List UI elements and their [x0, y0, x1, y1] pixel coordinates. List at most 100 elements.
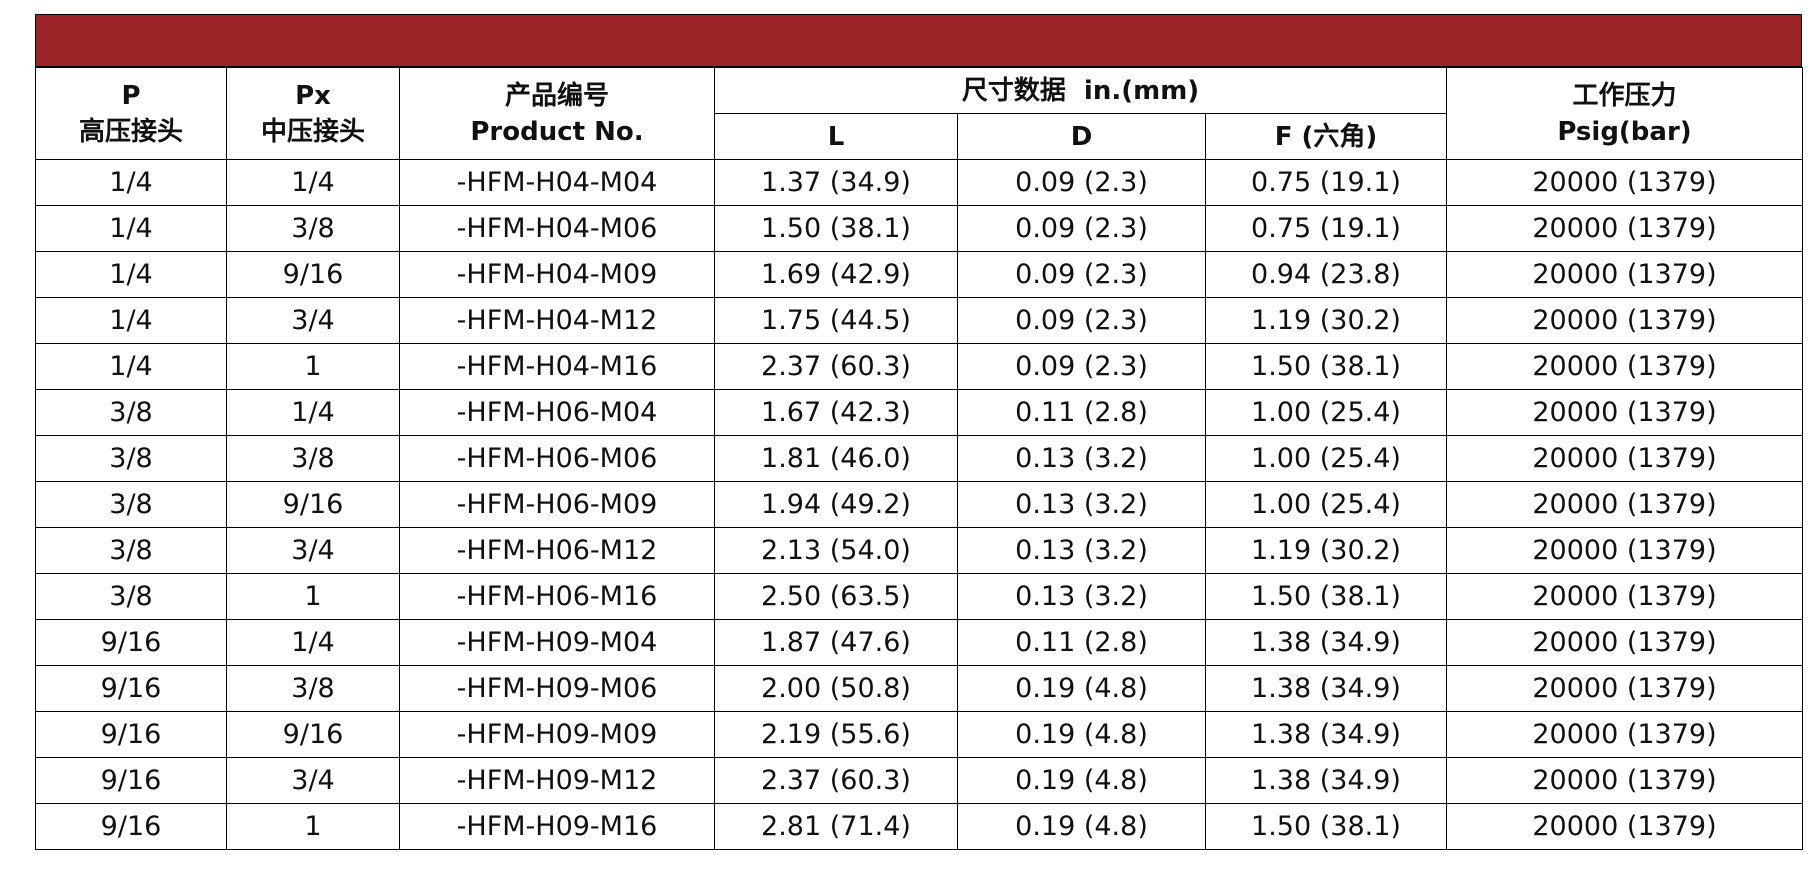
- table-cell: 3/8: [35, 435, 227, 482]
- table-row: 3/8 1/4 -HFM-H06-M04 1.67 (42.3) 0.11 (2.8) 1…: [35, 389, 1803, 436]
- table-cell: 2.50 (63.5): [714, 573, 958, 620]
- table-cell: 3/8: [226, 205, 400, 252]
- table-cell: 20000 (1379): [1446, 251, 1803, 298]
- table-cell: 1/4: [226, 619, 400, 666]
- table-row: 1/4 3/4 -HFM-H04-M12 1.75 (44.5) 0.09 (2.3) 1…: [35, 297, 1803, 344]
- table-cell: 9/16: [35, 619, 227, 666]
- table-cell: 0.19 (4.8): [957, 711, 1206, 758]
- table-row: 9/16 1 -HFM-H09-M16 2.81 (71.4) 0.19 (4.8) 1.…: [35, 803, 1803, 850]
- table-cell: 0.09 (2.3): [957, 297, 1206, 344]
- table-cell: 1.19 (30.2): [1205, 297, 1447, 344]
- table-cell: 1/4: [35, 297, 227, 344]
- table-cell: 1.38 (34.9): [1205, 619, 1447, 666]
- table-cell: -HFM-H09-M12: [399, 757, 715, 804]
- table-cell: 20000 (1379): [1446, 159, 1803, 206]
- dimension-column-header: L: [714, 113, 958, 160]
- table-cell: 9/16: [226, 711, 400, 758]
- table-cell: 1.50 (38.1): [714, 205, 958, 252]
- table-cell: 0.09 (2.3): [957, 159, 1206, 206]
- product-no-header: 产品编号 Product No.: [399, 67, 715, 160]
- table-cell: 0.19 (4.8): [957, 757, 1206, 804]
- table-cell: 9/16: [226, 251, 400, 298]
- table-cell: 0.11 (2.8): [957, 619, 1206, 666]
- table-cell: -HFM-H04-M06: [399, 205, 715, 252]
- table-cell: 0.13 (3.2): [957, 573, 1206, 620]
- p-header-line: 高压接头: [78, 116, 183, 147]
- table-cell: -HFM-H06-M04: [399, 389, 715, 436]
- product-no-header-line: Product No.: [470, 116, 644, 147]
- table-row: 9/16 3/8 -HFM-H09-M06 2.00 (50.8) 0.19 (4.8)…: [35, 665, 1803, 712]
- spec-table-container: P 高压接头 Px 中压接头 产品编号 Product No. 尺寸数据 in.(mm) 工作…: [35, 14, 1803, 850]
- table-cell: 20000 (1379): [1446, 481, 1803, 528]
- table-cell: 0.19 (4.8): [957, 803, 1206, 850]
- table-cell: 3/8: [35, 527, 227, 574]
- table-cell: 9/16: [35, 665, 227, 712]
- px-header-line: 中压接头: [260, 116, 365, 147]
- table-cell: 3/8: [35, 481, 227, 528]
- dimension-column-header: F (六角): [1205, 113, 1447, 160]
- table-cell: 20000 (1379): [1446, 711, 1803, 758]
- table-cell: 0.19 (4.8): [957, 665, 1206, 712]
- table-cell: 3/8: [226, 665, 400, 712]
- table-cell: 20000 (1379): [1446, 205, 1803, 252]
- table-cell: 1/4: [35, 343, 227, 390]
- pressure-header-line: 工作压力: [1572, 80, 1677, 111]
- table-cell: -HFM-H06-M16: [399, 573, 715, 620]
- table-cell: 1.00 (25.4): [1205, 435, 1447, 482]
- table-row: 3/8 3/4 -HFM-H06-M12 2.13 (54.0) 0.13 (3.2) 1…: [35, 527, 1803, 574]
- table-row: 1/4 1/4 -HFM-H04-M04 1.37 (34.9) 0.09 (2.3) 0…: [35, 159, 1803, 206]
- table-cell: -HFM-H04-M16: [399, 343, 715, 390]
- table-cell: 20000 (1379): [1446, 389, 1803, 436]
- table-cell: 20000 (1379): [1446, 803, 1803, 850]
- table-cell: 1.50 (38.1): [1205, 573, 1447, 620]
- table-cell: 1/4: [226, 389, 400, 436]
- table-cell: 1: [226, 573, 400, 620]
- table-cell: 1.19 (30.2): [1205, 527, 1447, 574]
- pressure-header-line: Psig(bar): [1557, 116, 1692, 147]
- table-cell: 1.67 (42.3): [714, 389, 958, 436]
- table-cell: 1: [226, 343, 400, 390]
- table-cell: 9/16: [35, 711, 227, 758]
- product-no-header-line: 产品编号: [504, 80, 609, 111]
- table-cell: 1/4: [35, 159, 227, 206]
- title-bar: [35, 14, 1802, 67]
- table-cell: 0.75 (19.1): [1205, 159, 1447, 206]
- table-cell: -HFM-H09-M09: [399, 711, 715, 758]
- table-cell: 0.13 (3.2): [957, 481, 1206, 528]
- header-row: P 高压接头 Px 中压接头 产品编号 Product No. 尺寸数据 in.(mm) 工作…: [35, 67, 1803, 160]
- table-cell: 1.75 (44.5): [714, 297, 958, 344]
- table-row: 1/4 9/16 -HFM-H04-M09 1.69 (42.9) 0.09 (2.3)…: [35, 251, 1803, 298]
- table-cell: 20000 (1379): [1446, 573, 1803, 620]
- table-cell: 3/8: [226, 435, 400, 482]
- table-cell: 1.38 (34.9): [1205, 665, 1447, 712]
- table-row: 3/8 9/16 -HFM-H06-M09 1.94 (49.2) 0.13 (3.2)…: [35, 481, 1803, 528]
- dimension-column-header: D: [957, 113, 1206, 160]
- p-header: P 高压接头: [35, 67, 227, 160]
- table-cell: 20000 (1379): [1446, 619, 1803, 666]
- table-cell: -HFM-H06-M12: [399, 527, 715, 574]
- table-row: 9/16 9/16 -HFM-H09-M09 2.19 (55.6) 0.19 (4.8…: [35, 711, 1803, 758]
- table-cell: 1.38 (34.9): [1205, 711, 1447, 758]
- table-cell: 1.37 (34.9): [714, 159, 958, 206]
- table-cell: 0.09 (2.3): [957, 251, 1206, 298]
- table-cell: 2.00 (50.8): [714, 665, 958, 712]
- table-cell: 1.87 (47.6): [714, 619, 958, 666]
- table-cell: 1.50 (38.1): [1205, 343, 1447, 390]
- table-cell: 0.75 (19.1): [1205, 205, 1447, 252]
- table-cell: -HFM-H04-M04: [399, 159, 715, 206]
- table-cell: 1: [226, 803, 400, 850]
- table-cell: 2.19 (55.6): [714, 711, 958, 758]
- table-cell: 1.00 (25.4): [1205, 389, 1447, 436]
- table-cell: 1.50 (38.1): [1205, 803, 1447, 850]
- table-row: 1/4 1 -HFM-H04-M16 2.37 (60.3) 0.09 (2.3) 1.5…: [35, 343, 1803, 390]
- table-cell: 0.13 (3.2): [957, 527, 1206, 574]
- px-header-line: Px: [295, 80, 331, 111]
- table-cell: 3/8: [35, 573, 227, 620]
- table-cell: 0.94 (23.8): [1205, 251, 1447, 298]
- table-row: 3/8 1 -HFM-H06-M16 2.50 (63.5) 0.13 (3.2) 1.5…: [35, 573, 1803, 620]
- table-cell: 2.13 (54.0): [714, 527, 958, 574]
- table-row: 1/4 3/8 -HFM-H04-M06 1.50 (38.1) 0.09 (2.3) 0…: [35, 205, 1803, 252]
- table-cell: 20000 (1379): [1446, 343, 1803, 390]
- table-cell: 20000 (1379): [1446, 435, 1803, 482]
